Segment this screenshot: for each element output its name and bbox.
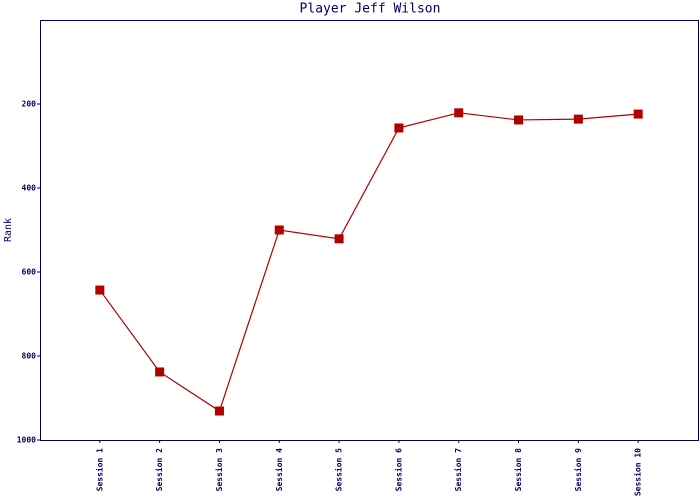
x-tick-label: Session 3: [214, 448, 224, 492]
point-marker: [95, 285, 105, 295]
y-tick-label: 800: [22, 352, 37, 361]
x-tick-label: Session 7: [453, 448, 463, 492]
x-tick-label: Session 8: [513, 448, 523, 492]
point-marker: [394, 123, 404, 133]
point-marker: [573, 114, 583, 124]
y-axis-label: Rank: [3, 218, 14, 242]
point-marker: [454, 108, 464, 118]
y-tick-label: 200: [22, 100, 37, 109]
x-tick-label: Session 1: [94, 448, 104, 492]
chart-title: Player Jeff Wilson: [300, 2, 441, 17]
y-tick-label: 1000: [17, 436, 36, 445]
x-tick-label: Session 9: [573, 448, 583, 492]
point-marker: [155, 367, 165, 377]
y-tick-label: 600: [22, 268, 37, 277]
x-tick-label: Session 5: [334, 448, 344, 492]
series-line: [99, 112, 639, 412]
point-marker: [274, 225, 284, 235]
x-tick-label: Session 4: [274, 448, 284, 492]
x-tick-label: Session 2: [154, 448, 164, 492]
point-marker: [514, 115, 524, 125]
x-tick-label: Session 6: [393, 448, 403, 492]
point-marker: [633, 109, 643, 119]
point-marker: [214, 406, 224, 416]
point-marker: [334, 234, 344, 244]
plot-frame: [40, 20, 699, 441]
y-tick-label: 400: [22, 184, 37, 193]
x-tick-label: Session 10: [633, 448, 643, 496]
